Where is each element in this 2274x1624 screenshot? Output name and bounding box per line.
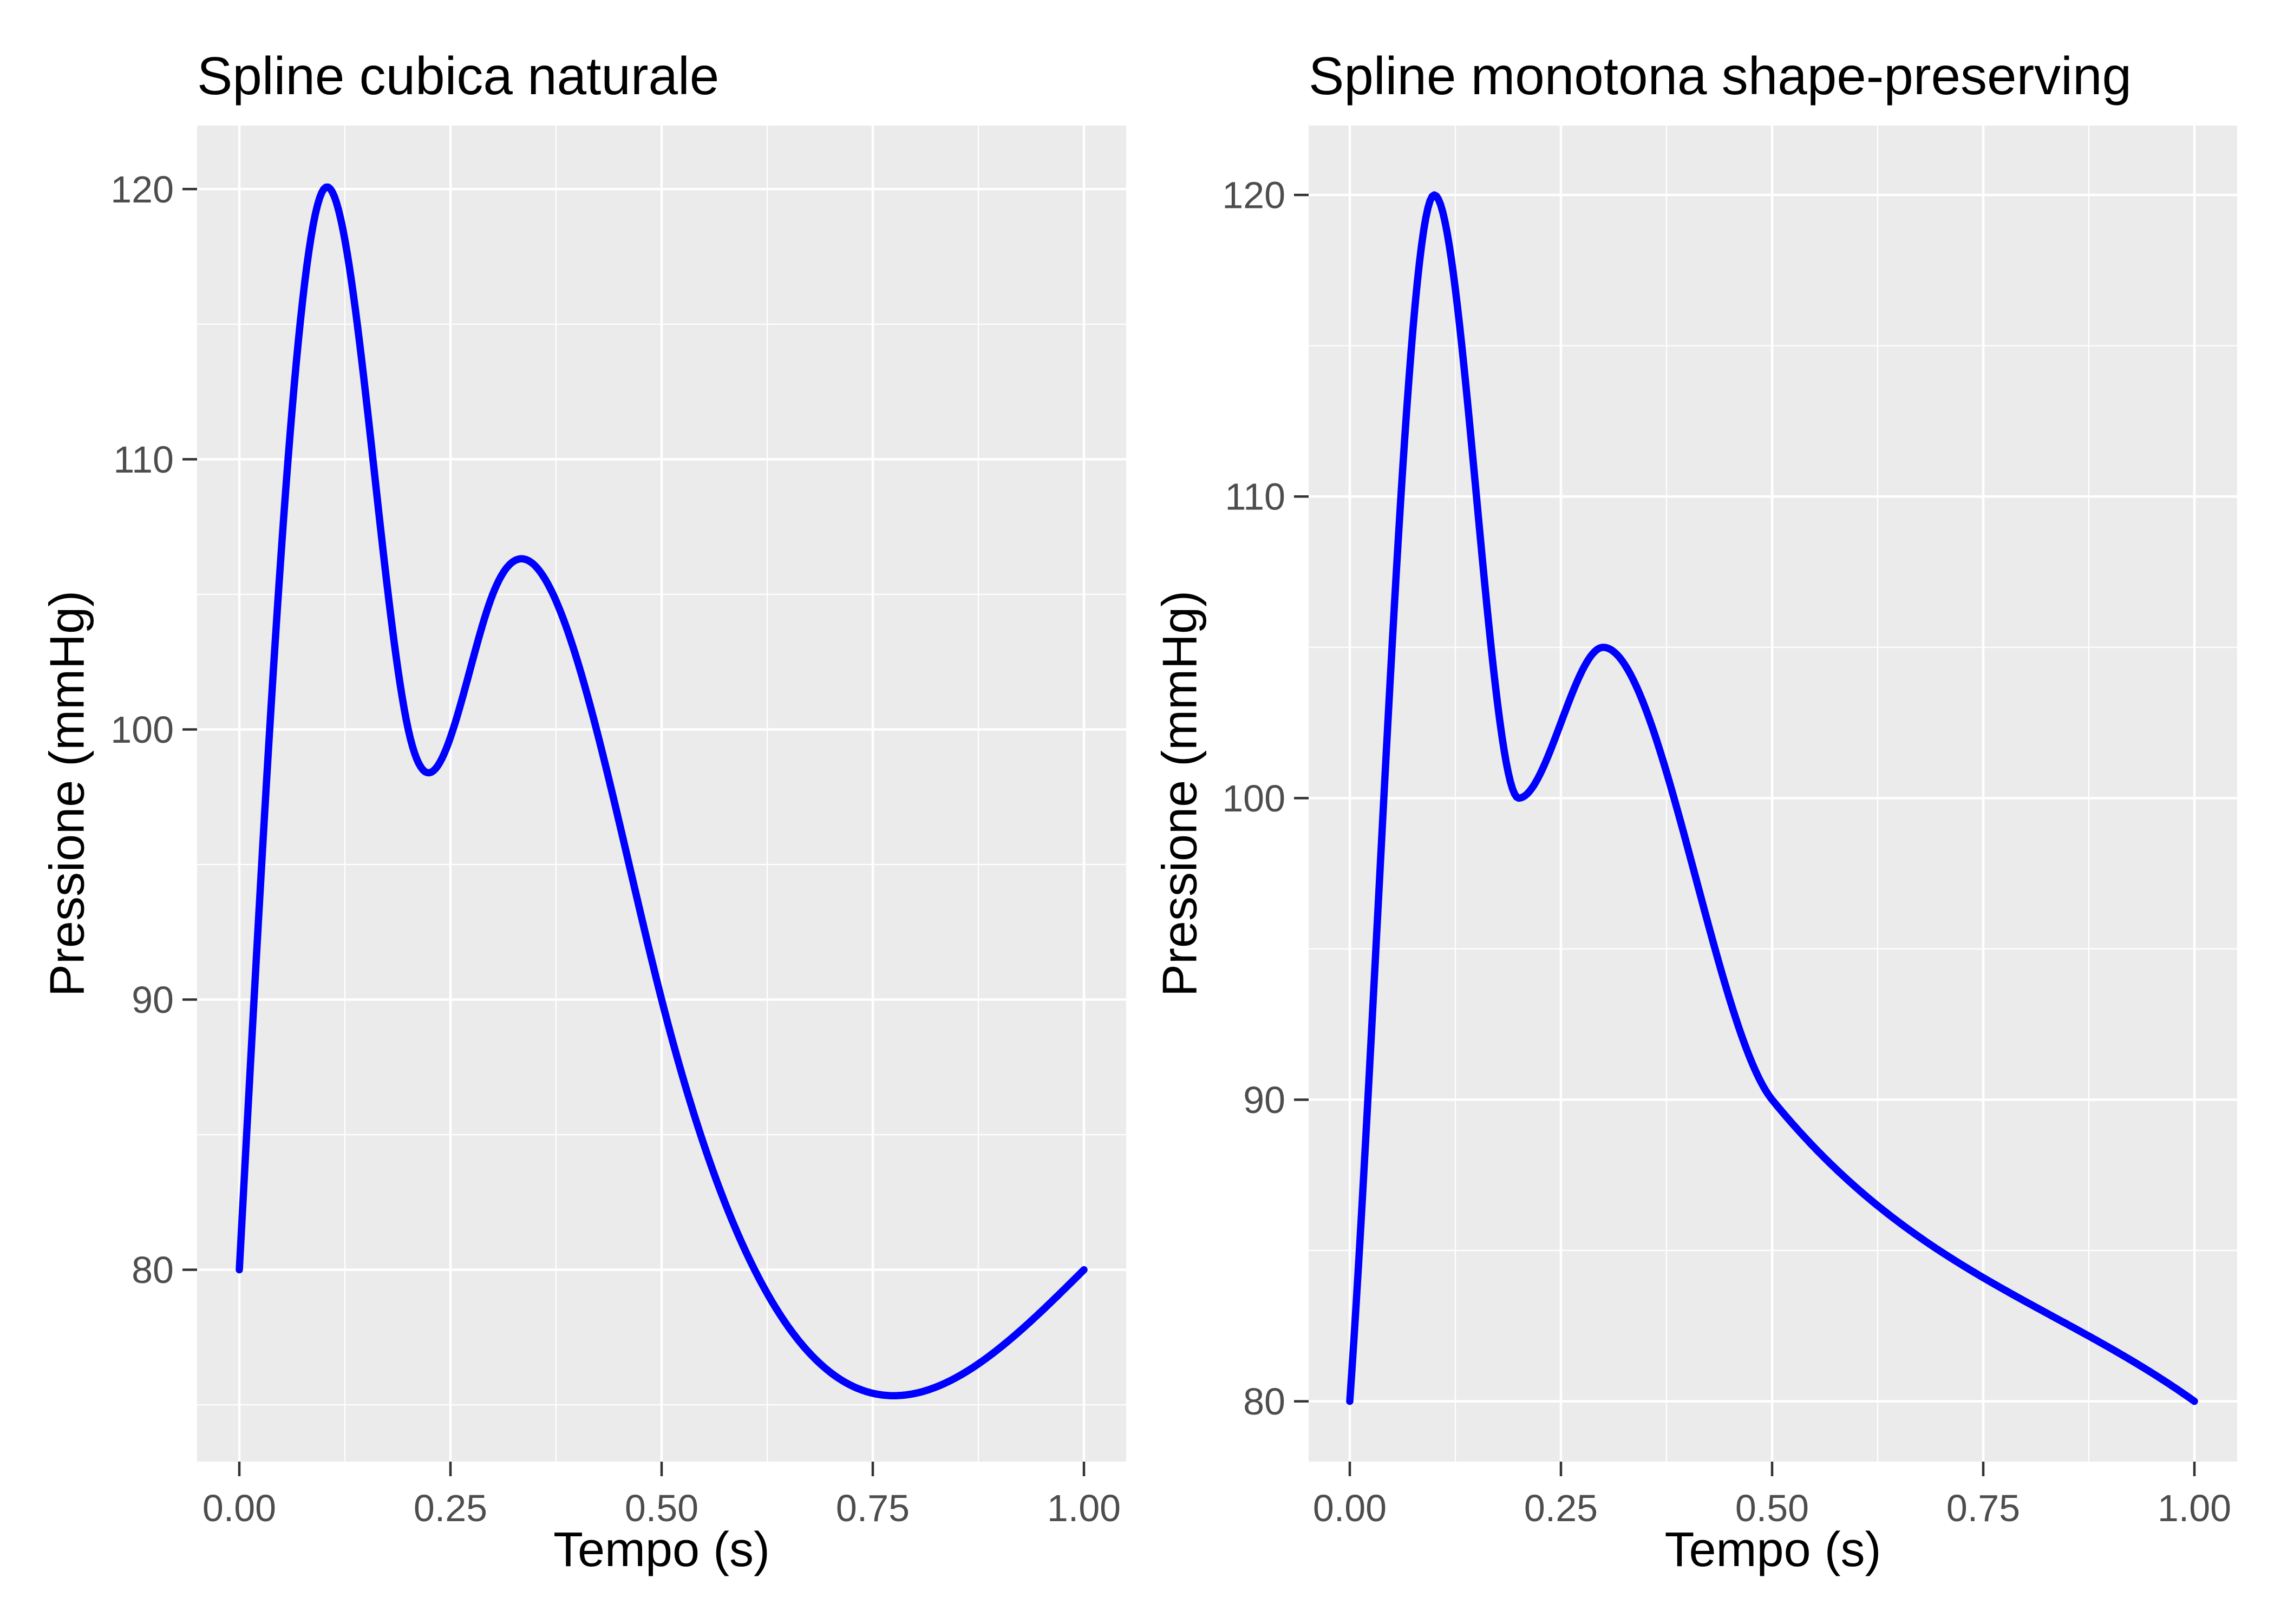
tick-label-y: 110 bbox=[113, 438, 174, 481]
tick-label-y: 110 bbox=[1225, 476, 1285, 518]
y-axis-title: Pressione (mmHg) bbox=[40, 590, 95, 997]
tick-label-y: 120 bbox=[1222, 174, 1285, 217]
tick-label-x: 0.50 bbox=[1735, 1487, 1809, 1529]
plot-natural-spline: 0.00 0.25 0.50 0.75 1.00 80 90 100 110 120 Spline… bbox=[40, 46, 1126, 1577]
x-axis-title: Tempo (s) bbox=[1664, 1523, 1881, 1577]
panel-natural-spline: 0.00 0.25 0.50 0.75 1.00 80 90 100 110 120 bbox=[110, 126, 1126, 1529]
tick-label-x: 0.75 bbox=[1946, 1487, 2020, 1529]
tick-label-x: 1.00 bbox=[1047, 1487, 1121, 1529]
tick-label-y: 120 bbox=[110, 168, 174, 211]
x-axis-title: Tempo (s) bbox=[553, 1523, 770, 1577]
tick-label-x: 0.50 bbox=[625, 1487, 698, 1529]
tick-label-y: 80 bbox=[1243, 1380, 1285, 1423]
tick-label-x: 0.00 bbox=[202, 1487, 276, 1529]
spline-curve bbox=[236, 183, 1088, 1399]
plot-monotone-spline: 0.00 0.25 0.50 0.75 1.00 80 90 100 110 120 Spline… bbox=[1137, 0, 2274, 1624]
tick-label-y: 100 bbox=[1222, 777, 1285, 820]
plot-title: Spline cubica naturale bbox=[197, 46, 720, 106]
plot-title: Spline monotona shape-preserving bbox=[1309, 46, 2132, 106]
tick-label-x: 0.25 bbox=[1524, 1487, 1598, 1529]
tick-label-x: 0.00 bbox=[1313, 1487, 1387, 1529]
tick-label-y: 90 bbox=[132, 979, 174, 1021]
tick-label-x: 0.75 bbox=[836, 1487, 910, 1529]
panel-monotone-spline: 0.00 0.25 0.50 0.75 1.00 80 90 100 110 120 bbox=[1222, 126, 2237, 1529]
tick-label-x: 0.25 bbox=[414, 1487, 487, 1529]
y-axis-title: Pressione (mmHg) bbox=[1153, 590, 1207, 997]
tick-label-y: 90 bbox=[1243, 1079, 1285, 1121]
tick-label-y: 100 bbox=[110, 709, 174, 751]
tick-label-x: 1.00 bbox=[2158, 1487, 2231, 1529]
tick-label-y: 80 bbox=[132, 1249, 174, 1291]
spline-curve bbox=[1346, 191, 2198, 1405]
